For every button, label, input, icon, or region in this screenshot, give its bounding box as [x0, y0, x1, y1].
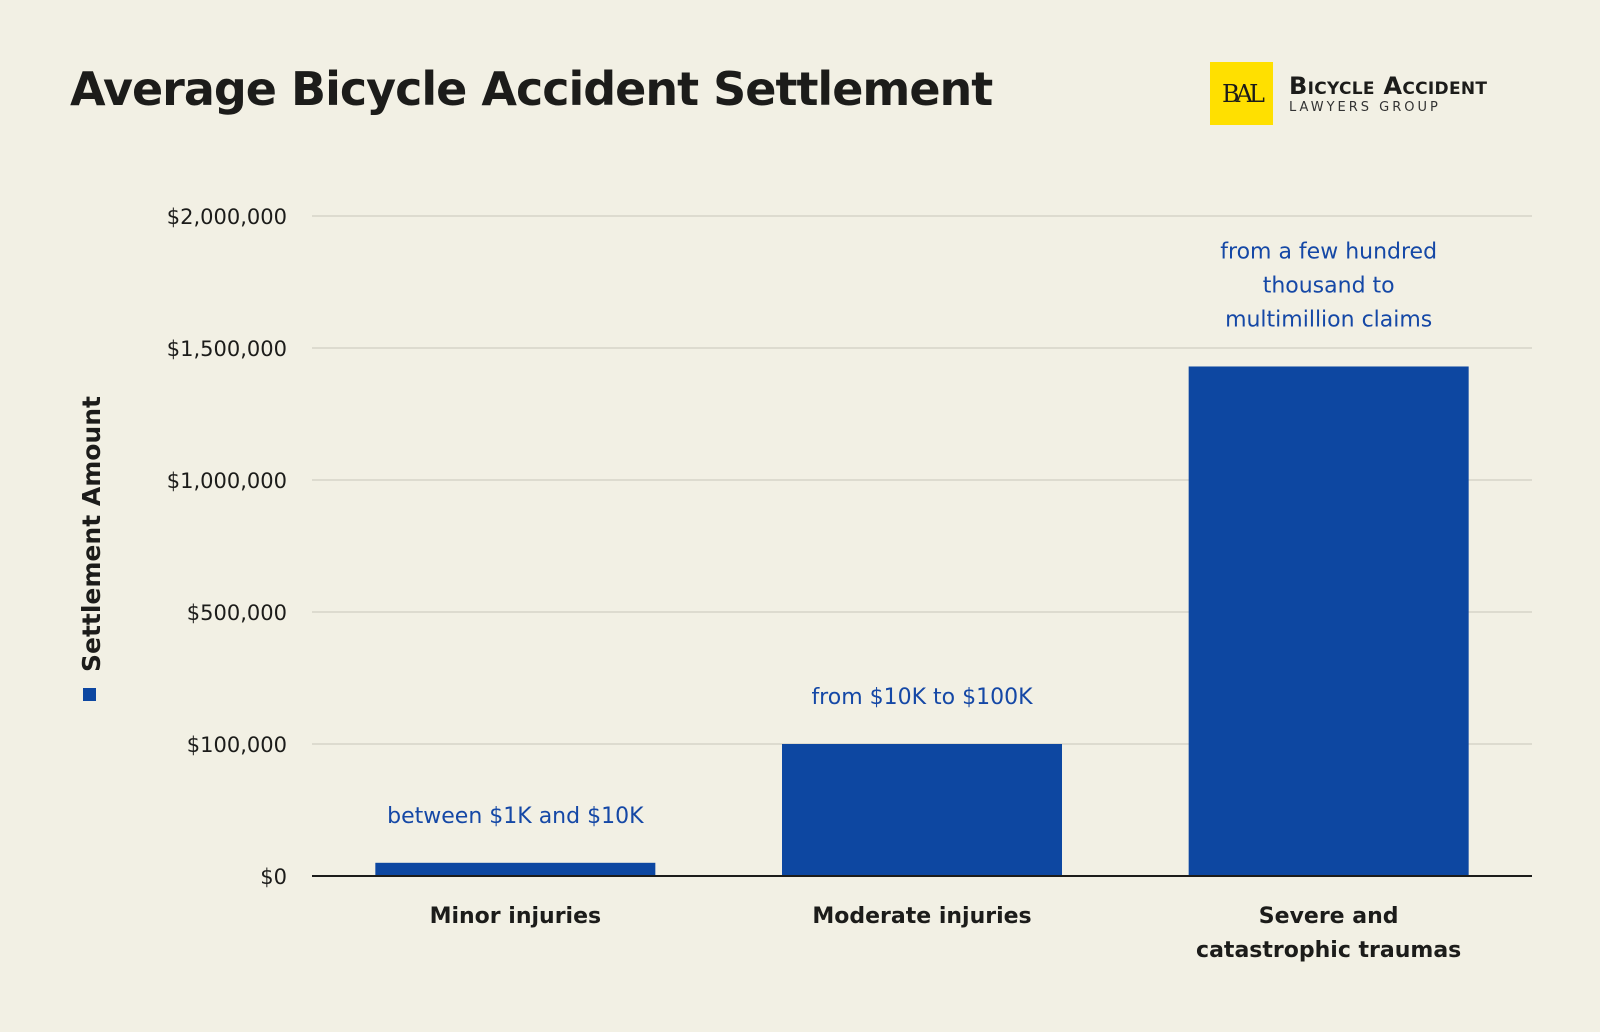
chart-title: Average Bicycle Accident Settlement: [70, 62, 993, 116]
bar-annotation: between $1K and $10K: [387, 804, 644, 829]
bar-annotation: from a few hundred: [1220, 239, 1437, 264]
category-label: catastrophic traumas: [1196, 938, 1461, 963]
bar-2: [1188, 366, 1469, 876]
bar-0: [375, 862, 656, 876]
y-tick-label: $1,500,000: [167, 337, 287, 361]
category-label: Moderate injuries: [812, 904, 1031, 929]
logo-subtitle: LAWYERS GROUP: [1289, 100, 1441, 115]
logo-name: Bicycle Accident: [1289, 72, 1488, 100]
logo-mark: BAL: [1210, 62, 1273, 125]
y-tick-label: $2,000,000: [167, 205, 287, 229]
category-label: Severe and: [1259, 904, 1399, 929]
bar-1: [782, 744, 1062, 876]
y-tick-label: $100,000: [187, 733, 287, 757]
y-tick-label: $500,000: [187, 601, 287, 625]
bar-annotation: multimillion claims: [1225, 307, 1432, 332]
brand-logo: BAL Bicycle Accident LAWYERS GROUP: [1210, 62, 1487, 125]
legend-swatch: [83, 688, 96, 701]
y-tick-label: $1,000,000: [167, 469, 287, 493]
bar-annotation: thousand to: [1263, 273, 1395, 298]
y-tick-label: $0: [260, 865, 287, 889]
y-axis-label: Settlement Amount: [77, 396, 106, 672]
bar-annotation: from $10K to $100K: [811, 685, 1033, 710]
category-label: Minor injuries: [430, 904, 602, 929]
